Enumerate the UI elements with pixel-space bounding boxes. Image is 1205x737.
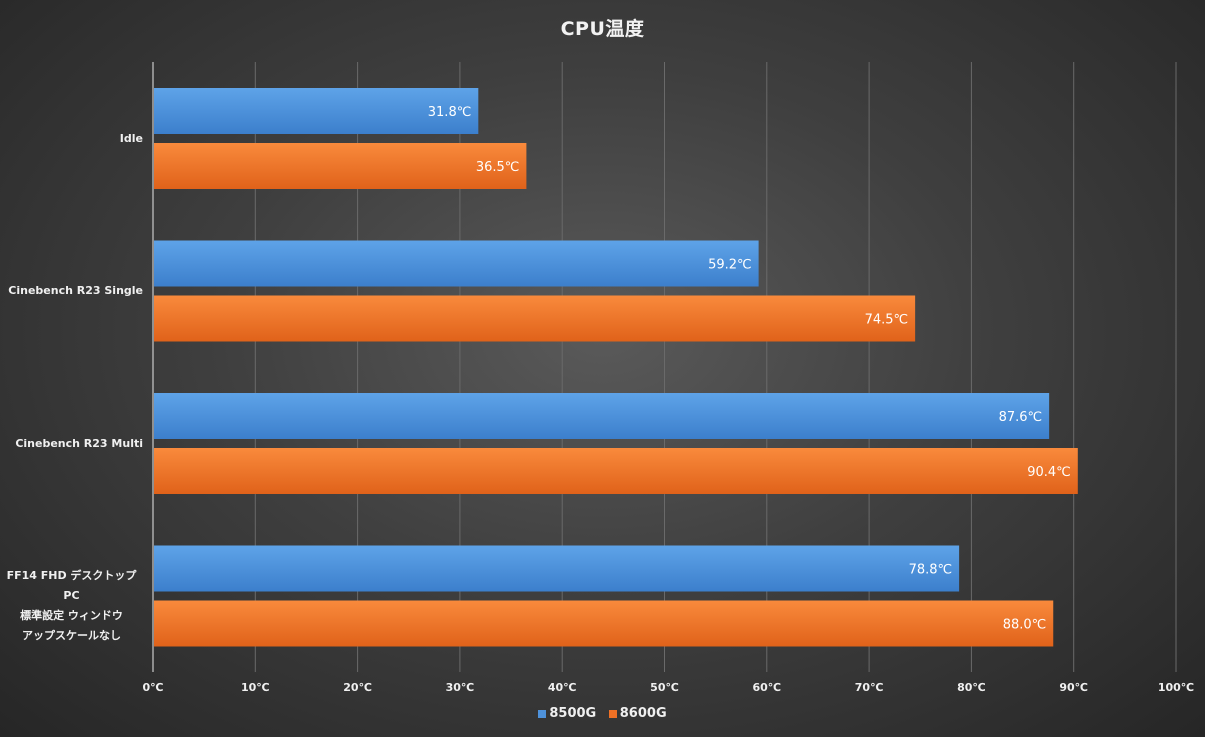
data-label: 31.8℃ — [428, 105, 472, 120]
x-tick-label: 80℃ — [957, 681, 986, 694]
x-tick-label: 30℃ — [446, 681, 475, 694]
bar-8500g — [154, 545, 960, 592]
x-tick-label: 40℃ — [548, 681, 577, 694]
bar-8600g — [154, 448, 1078, 494]
category-label: Idle — [119, 131, 143, 145]
category-label: Cinebench R23 Single — [8, 284, 143, 297]
data-label: 74.5℃ — [865, 313, 909, 328]
legend-swatch-8600g — [608, 709, 617, 718]
bar-8600g — [154, 143, 527, 189]
data-label: 88.0℃ — [1003, 618, 1047, 633]
category-label: Cinebench R23 Multi — [15, 436, 143, 450]
data-label: 78.8℃ — [909, 563, 953, 578]
legend-item-8500g: 8500G — [538, 706, 596, 721]
x-tick-label: 90℃ — [1059, 681, 1088, 694]
bar-8500g — [154, 240, 759, 287]
legend-swatch-8500g — [538, 709, 547, 718]
x-tick-label: 20℃ — [343, 681, 372, 694]
data-label: 59.2℃ — [708, 258, 752, 273]
legend-label-8500g: 8500G — [549, 706, 597, 721]
bar-8600g — [154, 600, 1054, 647]
data-label: 90.4℃ — [1027, 465, 1071, 480]
x-tick-label: 60℃ — [752, 681, 781, 694]
bar-8500g — [154, 393, 1050, 439]
data-label: 36.5℃ — [476, 160, 520, 175]
data-label: 87.6℃ — [999, 410, 1043, 425]
legend-label-8600g: 8600G — [619, 706, 667, 721]
chart-title: CPU温度 — [560, 18, 645, 40]
x-tick-label: 10℃ — [241, 681, 270, 694]
legend: 8500G 8600G — [0, 706, 1205, 722]
x-tick-label: 70℃ — [855, 681, 884, 694]
x-tick-label: 50℃ — [650, 681, 679, 694]
bar-8500g — [154, 88, 479, 134]
x-tick-label: 100℃ — [1158, 681, 1194, 694]
category-label: FF14 FHD デスクトップPC 標準設定 ウィンドウ アップスケールなし — [6, 569, 137, 642]
bar-8600g — [154, 295, 916, 342]
x-tick-label: 0℃ — [143, 681, 164, 694]
legend-item-8600g: 8600G — [608, 706, 667, 721]
